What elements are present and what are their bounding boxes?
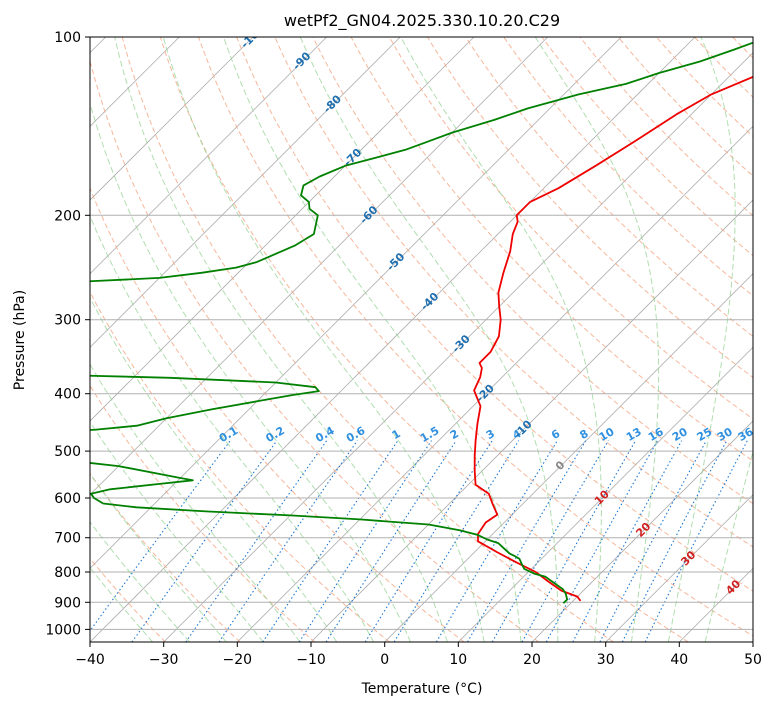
dry-adiabat-line — [90, 59, 540, 642]
mixing-ratio-line — [131, 440, 278, 642]
isotherm-line — [90, 37, 475, 422]
isotherm-line — [605, 494, 753, 642]
y-axis-label: Pressure (hPa) — [12, 290, 28, 390]
dry-adiabat-line — [426, 37, 753, 378]
y-tick-label: 100 — [54, 30, 81, 46]
moist-adiabat-line — [400, 37, 602, 642]
isotherm-line — [90, 37, 401, 348]
moist-adiabat-line — [114, 37, 448, 642]
dry-adiabat-line — [579, 37, 753, 217]
moist-adiabat-line — [162, 37, 485, 642]
y-tick-label: 700 — [54, 531, 81, 547]
plot-frame — [89, 36, 754, 643]
dry-adiabat-line — [121, 37, 614, 642]
dewpoint-profile-line — [90, 41, 753, 604]
x-axis-ticks: −40 −30 −20 −10 0 10 20 30 40 50 — [75, 642, 762, 668]
isotherm-line — [90, 37, 696, 642]
isotherm-line — [90, 37, 327, 275]
moist-adiabat-line — [90, 566, 153, 642]
x-tick-label: 50 — [744, 652, 762, 668]
dry-adiabat-line — [350, 37, 753, 462]
mixing-ratio-line — [491, 440, 609, 642]
profile-series — [90, 41, 753, 604]
y-tick-label: 800 — [54, 565, 81, 581]
moist-adiabat-line — [534, 37, 660, 642]
isotherm-line — [458, 346, 753, 642]
y-tick-label: 900 — [54, 595, 81, 611]
dry-adiabat-line — [159, 37, 689, 642]
x-tick-label: 20 — [523, 652, 541, 668]
mixing-ratio-line — [644, 440, 748, 642]
mixing-ratio-line — [298, 440, 432, 642]
moist-adiabat-line — [90, 521, 190, 642]
x-tick-label: 0 — [380, 652, 389, 668]
moist-adiabat-line — [299, 37, 559, 642]
y-tick-label: 400 — [54, 387, 81, 403]
x-tick-label: −20 — [223, 652, 253, 668]
y-axis-ticks: 100 200 300 400 500 600 700 800 900 1000 — [45, 30, 90, 638]
isotherm-line — [531, 420, 753, 642]
x-tick-label: −30 — [149, 652, 179, 668]
mixing-ratio-line — [621, 440, 728, 642]
isotherm-line — [163, 52, 753, 642]
y-tick-label: 600 — [54, 491, 81, 507]
dry-adiabat-line — [90, 291, 390, 642]
isotherm-line — [384, 273, 753, 642]
isotherm-line — [90, 37, 254, 201]
y-tick-label: 500 — [54, 444, 81, 460]
dry-adiabat-line — [236, 37, 753, 592]
chart-title: wetPf2_GN04.2025.330.10.20.C29 — [284, 11, 560, 31]
isotherm-line — [90, 37, 548, 496]
moist-adiabat-line — [90, 101, 411, 642]
isotherm-line — [237, 125, 753, 642]
pressure-gridlines — [90, 37, 753, 630]
x-axis-label: Temperature (°C) — [361, 681, 483, 697]
moist-adiabat-line — [90, 473, 227, 642]
x-tick-label: 40 — [670, 652, 688, 668]
dry-adiabat-line — [274, 37, 753, 548]
y-tick-label: 200 — [54, 208, 81, 224]
mixing-ratio-line — [393, 440, 520, 642]
background-lines — [90, 37, 753, 642]
x-tick-label: 10 — [449, 652, 467, 668]
mixing-ratio-line — [521, 440, 637, 642]
temperature-profile-line — [473, 75, 753, 602]
mixing-ratio-line — [262, 440, 399, 642]
isotherm-line — [90, 37, 622, 569]
mixing-ratio-line — [435, 440, 558, 642]
x-tick-label: −40 — [75, 652, 105, 668]
mixing-ratio-line — [185, 440, 328, 642]
x-tick-label: 30 — [597, 652, 615, 668]
dry-adiabat-line — [90, 384, 316, 642]
mixing-ratio-line — [467, 440, 587, 642]
dry-adiabat-line — [312, 37, 753, 505]
moist-adiabat-line — [90, 214, 375, 642]
mixing-ratio-line — [599, 440, 707, 642]
moist-adiabat-line — [223, 37, 522, 642]
mixing-ratio-label: 36 — [736, 425, 756, 444]
y-tick-label: 1000 — [45, 622, 81, 638]
mixing-ratio-line — [90, 440, 231, 632]
mixing-ratio-line — [218, 440, 358, 642]
dry-adiabat-line — [90, 472, 241, 642]
dry-adiabat-line — [465, 37, 753, 337]
isotherm-line — [310, 199, 753, 642]
y-tick-label: 300 — [54, 313, 81, 329]
moist-adiabat-line — [90, 363, 301, 642]
moist-adiabat-line — [667, 37, 736, 642]
x-tick-label: −10 — [296, 652, 326, 668]
dry-adiabat-line — [90, 186, 465, 642]
